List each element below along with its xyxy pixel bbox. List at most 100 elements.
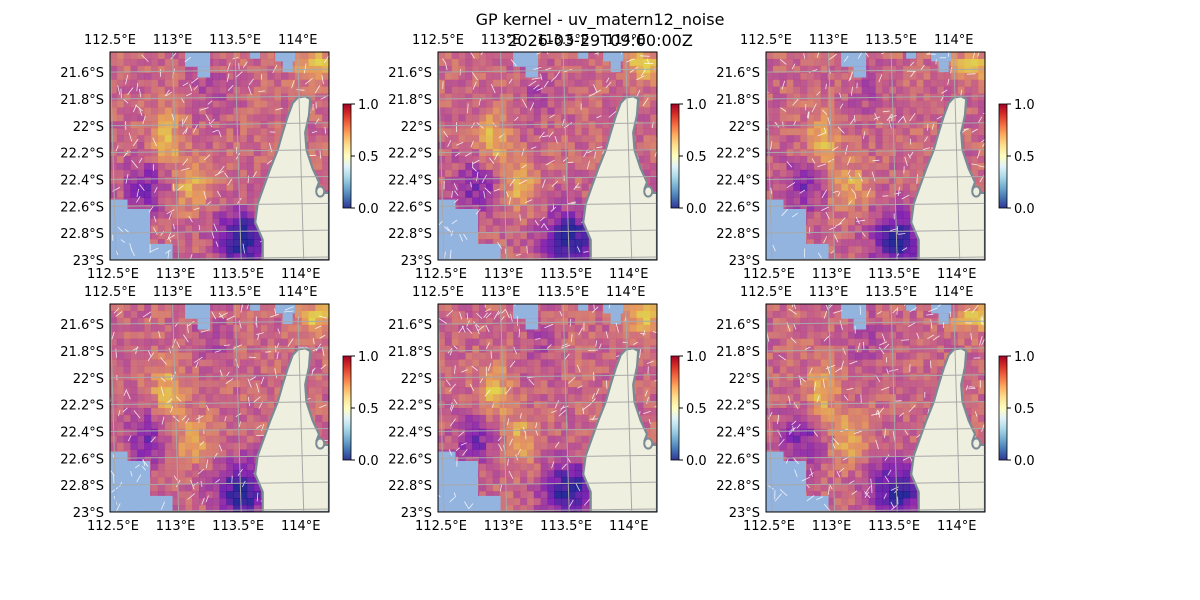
graticule [766,304,985,512]
lon-tick-label-top: 112.5°E [84,33,136,48]
lon-tick-label-top: 112.5°E [412,285,464,300]
lon-tick-label-top: 112.5°E [84,285,136,300]
lat-tick-label: 22.6°S [388,452,432,467]
lon-tick-label-bottom: 113°E [812,519,852,534]
no-data-region [766,451,784,462]
lat-tick-label: 22°S [73,372,104,387]
no-data-region [610,61,621,73]
colorbar-tick-label: 0.0 [1014,202,1035,217]
lat-tick-label: 22.6°S [716,452,760,467]
no-data-region [275,52,296,62]
lon-tick-label-top: 114°E [606,285,646,300]
no-data-region [853,318,867,330]
lat-tick-label: 22.8°S [716,227,760,242]
map-panel-2: 112.5°E 112.5°E 113°E 113°E 113.5°E 113.5°E 11… [388,30,747,290]
lon-tick-label-bottom: 113°E [156,267,196,282]
lat-tick-label: 21.6°S [716,318,760,333]
no-data-region [525,318,539,330]
map-panel-3: 112.5°E 112.5°E 113°E 113°E 113.5°E 113.5°E 11… [716,30,1075,290]
lat-tick-label: 23°S [73,254,104,269]
lat-tick-label: 22.2°S [60,147,104,162]
colorbar-tick-label: 0.0 [686,202,707,217]
map-panel-6: 112.5°E 112.5°E 113°E 113°E 113.5°E 113.5°E 11… [716,282,1075,542]
colorbar [670,103,680,209]
map-svg: 112.5°E 112.5°E 113°E 113°E 113.5°E 113.5°E 11… [388,285,706,534]
map-plot-area [766,304,985,512]
current-vectors [112,52,329,260]
no-data-region [110,451,128,462]
lat-tick-label: 21.6°S [716,66,760,81]
lon-tick-label-bottom: 113.5°E [212,519,264,534]
lat-tick-label: 21.8°S [388,345,432,360]
lat-tick-label: 22°S [73,120,104,135]
lon-tick-label-top: 112.5°E [740,33,792,48]
no-data-region [250,52,261,59]
map-frame [109,51,330,261]
map-frame [765,303,986,513]
lat-tick-label: 23°S [729,254,760,269]
lon-tick-label-bottom: 113.5°E [540,519,592,534]
lon-tick-label-bottom: 114°E [609,267,649,282]
island [971,437,982,450]
colorbar-tick-label: 0.5 [686,150,707,165]
lon-tick-label-top: 114°E [934,33,974,48]
no-data-region [603,304,624,314]
lon-tick-label-top: 113.5°E [865,285,917,300]
lat-tick-label: 23°S [729,506,760,521]
no-data-region [906,304,917,311]
map-svg: 112.5°E 112.5°E 113°E 113°E 113.5°E 113.5°E 11… [716,285,1034,534]
lat-tick-label: 21.8°S [388,93,432,108]
lon-tick-label-top: 114°E [278,33,318,48]
map-frame [765,51,986,261]
no-data-region [250,304,261,311]
lat-tick-label: 21.6°S [388,66,432,81]
lon-tick-label-top: 113.5°E [865,33,917,48]
lon-tick-label-top: 113.5°E [537,285,589,300]
no-data-region [525,66,539,78]
no-data-region [578,304,589,311]
lon-tick-label-bottom: 113°E [156,519,196,534]
lat-tick-label: 23°S [401,254,432,269]
island [315,437,326,450]
map-panel-4: 112.5°E 112.5°E 113°E 113°E 113.5°E 113.5°E 11… [60,282,419,542]
lat-tick-label: 22°S [729,120,760,135]
lon-tick-label-bottom: 113.5°E [868,519,920,534]
colorbar-tick-label: 0.5 [1014,150,1035,165]
lon-tick-label-bottom: 112.5°E [415,267,467,282]
lat-tick-label: 22.8°S [388,479,432,494]
lon-tick-label-bottom: 114°E [281,519,321,534]
map-plot-area [438,52,657,260]
lon-tick-label-bottom: 114°E [609,519,649,534]
colorbar-tick-label: 0.0 [358,454,379,469]
no-data-region [282,61,293,73]
island [643,437,654,450]
no-data-region [841,52,867,67]
lon-tick-label-bottom: 113°E [484,519,524,534]
lat-tick-label: 22.2°S [716,147,760,162]
lon-tick-label-top: 113°E [481,285,521,300]
lon-tick-label-top: 114°E [278,285,318,300]
map-frame [437,303,658,513]
lat-tick-label: 22.4°S [388,425,432,440]
colorbar [998,103,1008,209]
lon-tick-label-bottom: 113°E [484,267,524,282]
colorbar-tick-label: 0.0 [358,202,379,217]
no-data-region [470,495,501,512]
lat-tick-label: 21.6°S [60,318,104,333]
lat-tick-label: 21.6°S [388,318,432,333]
no-data-region [110,199,128,210]
lat-tick-label: 22.2°S [716,399,760,414]
lat-tick-label: 21.8°S [716,93,760,108]
lat-tick-label: 22°S [729,372,760,387]
lon-tick-label-top: 113°E [153,33,193,48]
map-frame [109,303,330,513]
no-data-region [513,304,539,319]
lat-tick-label: 22.6°S [60,200,104,215]
lat-tick-label: 22.2°S [388,147,432,162]
lat-tick-label: 22.6°S [60,452,104,467]
lat-tick-label: 22.2°S [388,399,432,414]
lon-tick-label-top: 113.5°E [209,285,261,300]
lon-tick-label-top: 113°E [153,285,193,300]
no-data-region [438,451,456,462]
colorbar [342,103,352,209]
